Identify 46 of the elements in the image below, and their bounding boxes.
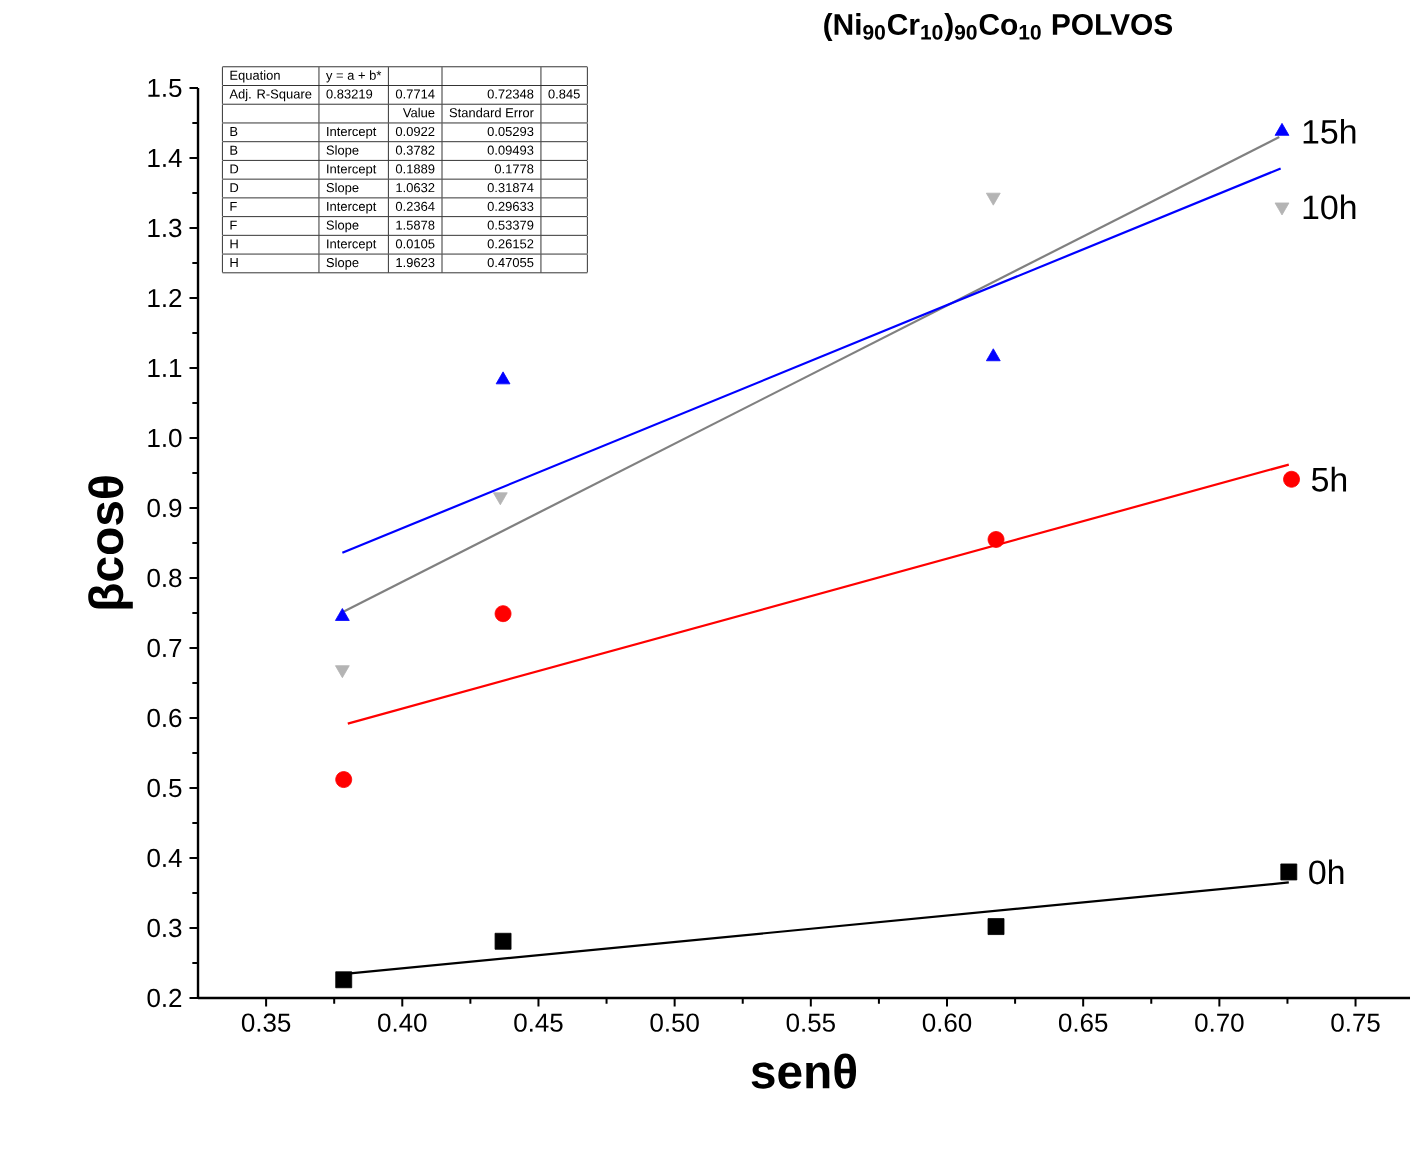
x-tick-label: 0.35 (241, 1013, 291, 1032)
y-tick-label: 0.2 (147, 988, 182, 1008)
point (1283, 470, 1300, 488)
series-label: 5h (1311, 466, 1347, 492)
y-tick-label: 1.3 (148, 218, 182, 238)
y-tick-label: 0.8 (147, 568, 182, 588)
point (1274, 122, 1290, 136)
x-tick-label: 0.75 (1331, 1013, 1380, 1032)
x-tick-label: 0.55 (786, 1013, 835, 1032)
chart-title: (Ni$_{90}$Cr$_{10}$)$_{90}$Co$_{10}$ POLVOS (824, 13, 1173, 41)
y-tick-label: 1.2 (148, 288, 182, 308)
point (985, 192, 1001, 206)
series-label: 10h (1303, 194, 1356, 220)
point (493, 492, 508, 506)
point (335, 665, 350, 679)
point (494, 932, 512, 950)
y-tick-label: 0.3 (147, 918, 182, 938)
point (1280, 863, 1298, 881)
y-tick-label: 0.7 (147, 638, 182, 658)
x-axis-title: senθ (751, 1053, 857, 1089)
y-tick-label: 0.9 (147, 498, 182, 518)
y-axis-title: βcosθ (88, 476, 133, 609)
x-tick-label: 0.45 (514, 1013, 563, 1032)
point (494, 605, 512, 623)
point (985, 348, 1001, 362)
x-tick-label: 0.50 (650, 1013, 699, 1032)
point (987, 531, 1005, 548)
x-tick-label: 0.40 (378, 1013, 427, 1032)
y-tick-label: 0.6 (147, 708, 182, 728)
series-label: 15h (1303, 118, 1356, 144)
y-tick-label: 1.5 (148, 78, 182, 97)
point (987, 918, 1005, 935)
point (335, 771, 353, 788)
series-label: 0h (1309, 859, 1344, 885)
point (1274, 202, 1290, 216)
y-tick-label: 0.4 (147, 848, 182, 868)
y-tick-label: 0.5 (147, 778, 182, 798)
x-tick-label: 0.65 (1058, 1013, 1108, 1032)
point (495, 371, 511, 385)
y-tick-label: 1.0 (148, 428, 182, 448)
y-tick-label: 1.1 (148, 359, 182, 377)
y-tick-label: 1.4 (148, 149, 182, 167)
x-tick-label: 0.70 (1195, 1013, 1244, 1032)
x-tick-label: 0.60 (922, 1013, 972, 1032)
point (335, 971, 353, 989)
point (335, 608, 350, 621)
